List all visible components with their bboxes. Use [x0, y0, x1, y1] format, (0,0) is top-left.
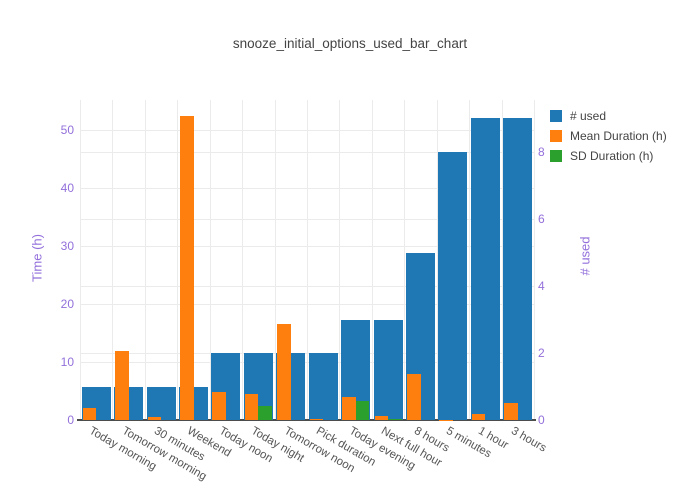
legend-label-mean-duration: Mean Duration (h): [570, 129, 667, 143]
bar-used-5-minutes[interactable]: [438, 151, 468, 420]
gridline-category-boundary: [112, 100, 114, 420]
bar-sd-duration-next-full-hour[interactable]: [388, 418, 402, 420]
gridline-category-boundary: [242, 100, 244, 420]
right-axis-tick-2: 2: [538, 345, 545, 360]
right-axis-tick-6: 6: [538, 211, 545, 226]
bar-mean-duration-tomorrow-noon[interactable]: [277, 324, 291, 420]
bar-mean-duration-next-full-hour[interactable]: [374, 416, 389, 420]
left-axis-tick-30: 30: [60, 239, 74, 254]
legend-label-sd-duration: SD Duration (h): [570, 149, 654, 163]
chart-title: snooze_initial_options_used_bar_chart: [232, 36, 468, 51]
left-axis-tick-10: 10: [60, 355, 74, 370]
legend: # used Mean Duration (h) SD Duration (h): [550, 106, 667, 166]
gridline-category-boundary: [80, 100, 81, 420]
gridline-category-boundary: [371, 100, 373, 420]
right-axis-title: # used: [577, 236, 593, 276]
right-axis-tick-4: 4: [538, 278, 545, 293]
gridline-category-boundary: [436, 100, 438, 420]
bar-used-1-hour[interactable]: [470, 118, 500, 420]
gridline-category-boundary: [307, 100, 308, 420]
gridline-category-boundary: [209, 100, 211, 420]
right-axis-tick-0: 0: [538, 413, 545, 427]
bar-used-pick-duration[interactable]: [308, 353, 338, 420]
left-axis-tick-0: 0: [67, 413, 74, 427]
bar-mean-duration-8-hours[interactable]: [407, 373, 421, 420]
bar-mean-duration-1-hour[interactable]: [471, 414, 486, 420]
legend-item-mean-duration[interactable]: Mean Duration (h): [550, 126, 667, 146]
bar-mean-duration-5-minutes[interactable]: [439, 419, 453, 420]
bar-mean-duration-30-minutes[interactable]: [147, 417, 162, 420]
bar-sd-duration-today-night[interactable]: [258, 405, 272, 420]
bar-mean-duration-tomorrow-morning[interactable]: [115, 351, 129, 420]
legend-item-used[interactable]: # used: [550, 106, 667, 126]
bar-mean-duration-today-morning[interactable]: [82, 408, 97, 420]
bar-used-next-full-hour[interactable]: [373, 319, 403, 420]
bar-mean-duration-3-hours[interactable]: [504, 402, 518, 420]
left-axis-tick-40: 40: [60, 181, 74, 196]
bar-mean-duration-today-noon[interactable]: [212, 391, 226, 420]
gridline-category-boundary: [534, 100, 535, 420]
legend-item-sd-duration[interactable]: SD Duration (h): [550, 146, 667, 166]
gridline-category-boundary: [274, 100, 276, 420]
gridline-category-boundary: [501, 100, 503, 420]
bar-mean-duration-today-night[interactable]: [244, 393, 259, 420]
legend-swatch-mean-duration: [550, 130, 562, 142]
gridline-category-boundary: [469, 100, 471, 420]
bar-mean-duration-today-evening[interactable]: [342, 397, 356, 420]
legend-swatch-sd-duration: [550, 150, 562, 162]
gridline-category-boundary: [144, 100, 146, 420]
bar-mean-duration-weekend[interactable]: [180, 115, 194, 420]
gridline-category-boundary: [177, 100, 179, 420]
plot-area: [80, 100, 535, 420]
bar-mean-duration-pick-duration[interactable]: [309, 419, 324, 420]
x-axis-line: [77, 419, 536, 421]
bar-used-30-minutes[interactable]: [146, 386, 176, 420]
legend-swatch-used: [550, 110, 562, 122]
left-axis-title: Time (h): [29, 234, 45, 282]
gridline-category-boundary: [339, 100, 341, 420]
left-axis-tick-50: 50: [60, 123, 74, 138]
bar-used-3-hours[interactable]: [503, 118, 533, 420]
x-axis-tick-3-hours: 3 hours: [508, 425, 549, 455]
gridline-category-boundary: [404, 100, 406, 420]
legend-label-used: # used: [570, 109, 607, 123]
right-axis-tick-8: 8: [538, 144, 545, 159]
bar-sd-duration-today-evening[interactable]: [355, 401, 370, 420]
left-axis-tick-20: 20: [60, 297, 74, 312]
